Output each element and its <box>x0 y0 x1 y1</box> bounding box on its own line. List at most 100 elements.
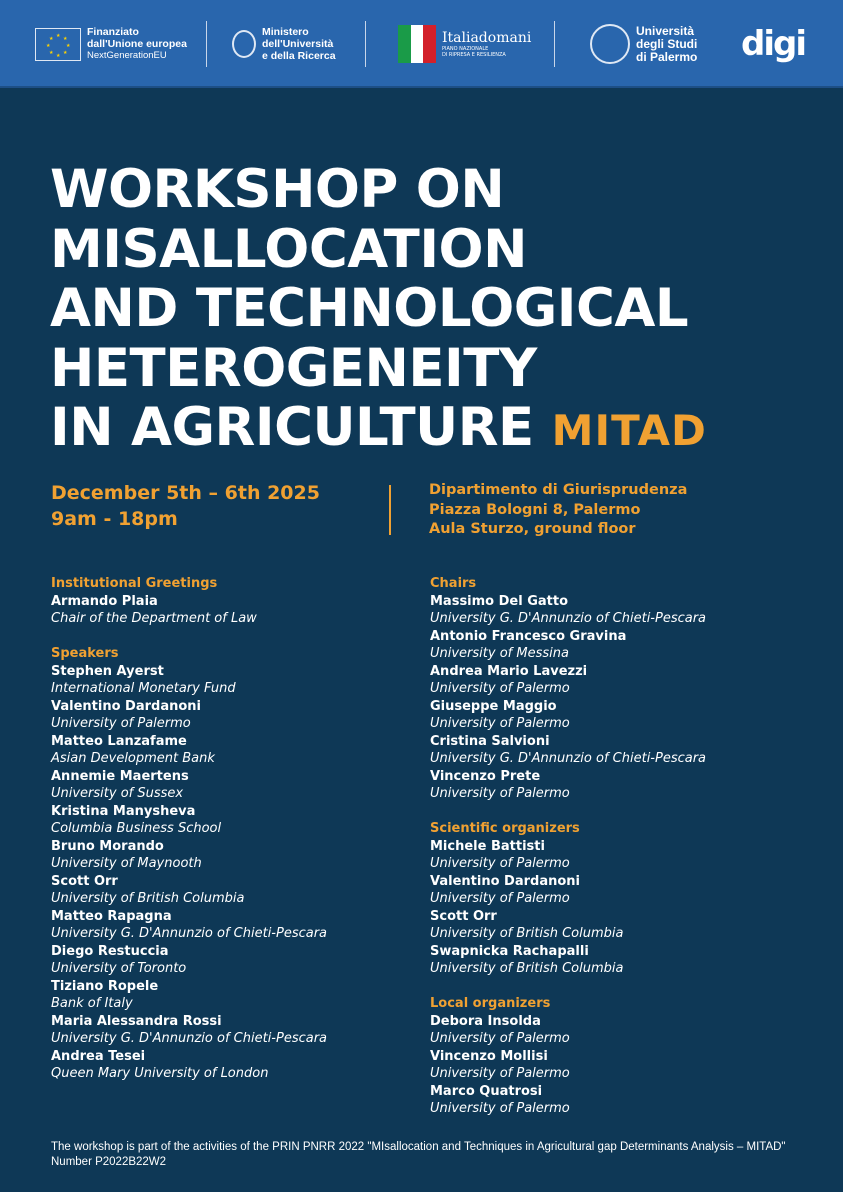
person-affiliation: Queen Mary University of London <box>51 1066 269 1081</box>
seal-icon <box>590 24 630 64</box>
unipa-text: Università <box>636 23 695 38</box>
person-name: Diego Restuccia <box>51 943 169 959</box>
left-column: Institutional Greetings Armando Plaia Chai… <box>51 575 327 1100</box>
person-name: Vincenzo Mollisi <box>430 1048 548 1064</box>
title-line: IN AGRICULTURE <box>50 397 534 458</box>
person-name: Stephen Ayerst <box>51 663 164 679</box>
person-name: Valentino Dardanoni <box>430 873 580 889</box>
person-affiliation: University of Palermo <box>430 1101 570 1116</box>
venue-line: Dipartimento di Giurisprudenza <box>429 482 688 498</box>
section-heading: Chairs <box>430 576 477 591</box>
person-name: Scott Orr <box>51 873 118 889</box>
person-affiliation: University of Sussex <box>51 786 184 801</box>
section-heading: Speakers <box>51 646 119 661</box>
person-affiliation: University of British Columbia <box>430 926 624 941</box>
unipa-logo: Università degli Studi di Palermo <box>590 20 697 68</box>
person-name: Armando Plaia <box>51 593 158 609</box>
person-name: Giuseppe Maggio <box>430 698 557 714</box>
person-name: Matteo Lanzafame <box>51 733 187 749</box>
unipa-text: degli Studi <box>636 36 698 51</box>
divider <box>389 485 391 535</box>
title-line: MISALLOCATION <box>50 218 527 280</box>
person-affiliation: University of Messina <box>430 646 569 661</box>
person-name: Debora Insolda <box>430 1013 541 1029</box>
venue-line: Piazza Bologni 8, Palermo <box>429 501 641 518</box>
person-affiliation: University of Palermo <box>51 716 191 731</box>
divider <box>365 21 366 67</box>
person-name: Marco Quatrosi <box>430 1083 543 1099</box>
ministero-text: e della Ricerca <box>262 50 336 62</box>
title-acronym: MITAD <box>551 406 707 455</box>
person-affiliation: University of Toronto <box>51 961 187 976</box>
title-line: HETEROGENEITY <box>50 337 537 399</box>
section-heading: Scientific organizers <box>430 821 580 836</box>
person-affiliation: University of Palermo <box>430 1066 570 1081</box>
person-affiliation: University G. D'Annunzio of Chieti-Pesca… <box>51 926 328 941</box>
digi-text: digi <box>741 24 807 64</box>
venue: Dipartimento di Giurisprudenza Piazza Bo… <box>429 481 687 540</box>
person-affiliation: University of British Columbia <box>430 961 624 976</box>
eu-text: Finanziato <box>87 26 139 38</box>
date-days: December 5th – 6th 2025 <box>51 482 320 504</box>
unipa-text: di Palermo <box>636 49 698 64</box>
person-affiliation: University G. D'Annunzio of Chieti-Pesca… <box>51 1031 328 1046</box>
italiadomani-logo: Italiadomani PIANO NAZIONALE DI RIPRESA E … <box>398 20 531 68</box>
person-affiliation: University of Palermo <box>430 716 570 731</box>
eu-text: NextGenerationEU <box>87 50 167 61</box>
italiadomani-sub: PIANO NAZIONALE <box>442 46 489 52</box>
section-heading: Institutional Greetings <box>51 576 218 591</box>
section-heading: Local organizers <box>430 996 551 1011</box>
eu-flag-icon: ★ ★ ★ ★ ★ ★ ★ ★ <box>35 27 81 61</box>
person-affiliation: University of Palermo <box>430 681 570 696</box>
person-affiliation: University of Palermo <box>430 786 570 801</box>
divider <box>206 21 207 67</box>
title-line: WORKSHOP ON <box>50 159 505 220</box>
person-name: Antonio Francesco Gravina <box>430 628 627 644</box>
person-affiliation: University of Palermo <box>430 891 570 906</box>
person-name: Cristina Salvioni <box>430 733 550 749</box>
section: Chairs Massimo Del Gatto University G. D'A… <box>430 575 706 803</box>
person-affiliation: Chair of the Department of Law <box>51 611 257 626</box>
section: Speakers Stephen Ayerst International Mone… <box>51 645 327 1083</box>
digi-logo: digi <box>741 20 807 68</box>
person-name: Bruno Morando <box>51 838 164 854</box>
venue-line: Aula Sturzo, ground floor <box>429 521 636 537</box>
divider <box>554 21 555 67</box>
ministero-logo: Ministero dell'Università e della Ricerca <box>232 20 336 68</box>
person-affiliation: University G. D'Annunzio of Chieti-Pesca… <box>430 751 707 766</box>
person-affiliation: University of Palermo <box>430 1031 570 1046</box>
flag-icon <box>398 25 437 63</box>
person-name: Swapnicka Rachapalli <box>430 943 589 959</box>
person-affiliation: International Monetary Fund <box>51 681 236 696</box>
person-name: Kristina Manysheva <box>51 803 196 819</box>
ministero-text: dell'Università <box>262 38 334 50</box>
right-column: Chairs Massimo Del Gatto University G. D'A… <box>430 575 706 1135</box>
person-name: Maria Alessandra Rossi <box>51 1013 222 1029</box>
person-name: Annemie Maertens <box>51 768 189 784</box>
person-name: Andrea Mario Lavezzi <box>430 663 588 679</box>
person-name: Valentino Dardanoni <box>51 698 201 714</box>
person-affiliation: University of Palermo <box>430 856 570 871</box>
person-affiliation: University of Maynooth <box>51 856 202 871</box>
italiadomani-text: Italiadomani <box>442 30 532 46</box>
ministero-text: Ministero <box>262 26 309 38</box>
person-name: Tiziano Ropele <box>51 978 159 994</box>
section: Scientific organizers Michele Battisti Uni… <box>430 820 706 978</box>
person-name: Andrea Tesei <box>51 1048 146 1064</box>
person-name: Massimo Del Gatto <box>430 593 569 609</box>
title-line: AND TECHNOLOGICAL <box>50 278 689 339</box>
eu-text: dall'Unione europea <box>87 38 187 50</box>
emblem-icon <box>232 30 256 58</box>
person-affiliation: University G. D'Annunzio of Chieti-Pesca… <box>430 611 707 626</box>
logo-bar: ★ ★ ★ ★ ★ ★ ★ ★ Finanziato dall'Unione europea Ne… <box>0 0 843 88</box>
person-name: Vincenzo Prete <box>430 768 541 784</box>
person-name: Matteo Rapagna <box>51 908 172 924</box>
person-affiliation: University of British Columbia <box>51 891 245 906</box>
section: Local organizers Debora Insolda University… <box>430 995 706 1118</box>
section: Institutional Greetings Armando Plaia Chai… <box>51 575 327 628</box>
italiadomani-sub: DI RIPRESA E RESILIENZA <box>442 52 506 58</box>
date-time: 9am - 18pm <box>51 508 178 530</box>
person-affiliation: Columbia Business School <box>51 821 222 836</box>
page-title: WORKSHOP ON MISALLOCATION AND TECHNOLOGI… <box>50 160 707 461</box>
event-date: December 5th – 6th 2025 9am - 18pm <box>51 480 320 532</box>
